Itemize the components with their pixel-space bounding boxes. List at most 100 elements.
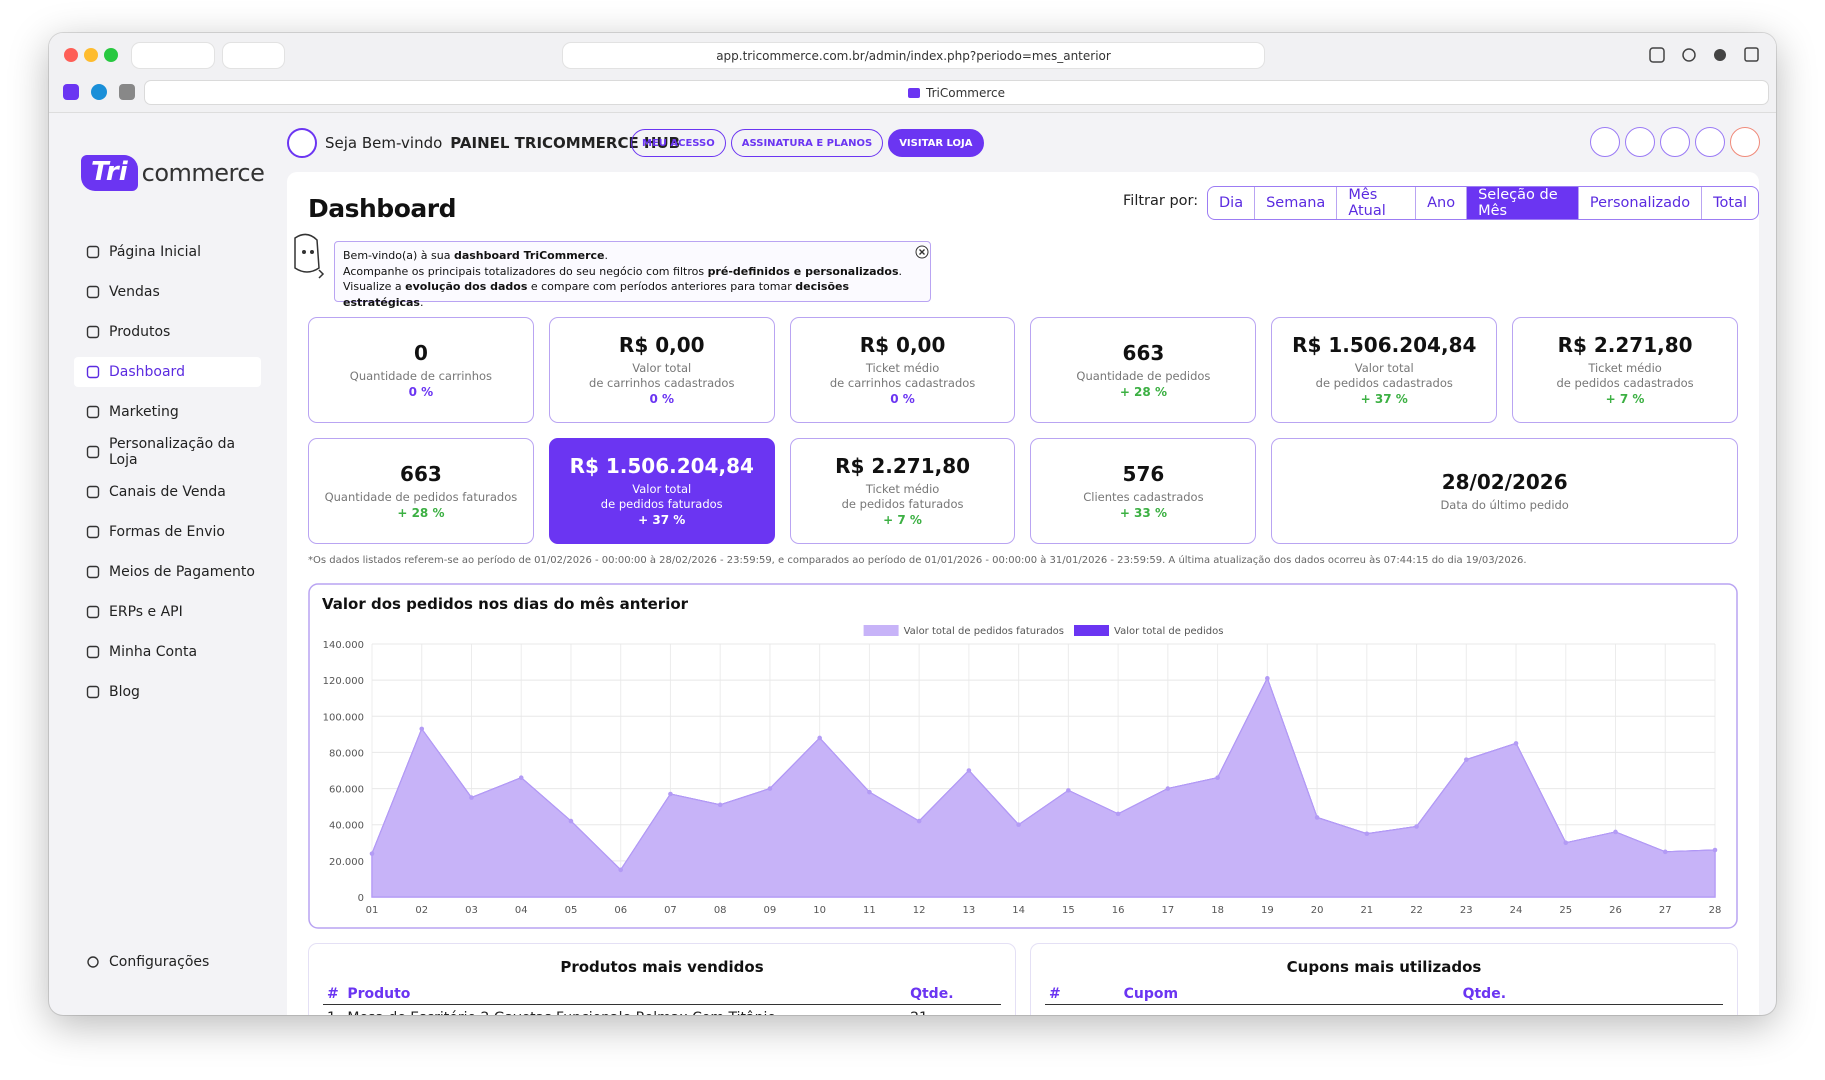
toolbar-icons — [1649, 47, 1759, 63]
pinned-tab[interactable] — [119, 84, 135, 100]
filter-button[interactable]: Mês Atual — [1337, 187, 1417, 219]
settings-link[interactable]: Configurações — [86, 954, 209, 970]
point — [1016, 822, 1021, 828]
point — [518, 775, 524, 781]
close-button[interactable] — [64, 48, 78, 62]
icon — [86, 565, 100, 579]
table-card: Produtos mais vendidos#ProdutoQtde.1Mesa… — [308, 943, 1016, 1015]
menu-label: Minha Conta — [109, 644, 198, 660]
browser-chrome: app.tricommerce.com.br/admin/index.php?p… — [49, 33, 1776, 113]
menu-item[interactable]: Vendas — [74, 272, 261, 312]
kpi-card: R$ 2.271,80 Ticket médio de pedidos cadast… — [1512, 317, 1738, 423]
point — [1662, 849, 1668, 855]
pinned-tab[interactable] — [63, 84, 79, 100]
menu-label: Blog — [109, 684, 140, 700]
x-tick-label: 04 — [515, 905, 528, 916]
table-header: # Cupom Qtde. — [1045, 984, 1723, 1005]
kpi-change: + 28 % — [1119, 384, 1167, 399]
header-button[interactable]: VISITAR LOJA — [888, 129, 984, 157]
menu-item[interactable]: Meios de Pagamento — [74, 552, 261, 592]
cart-button[interactable] — [1660, 127, 1690, 157]
sidebar-toggle[interactable] — [131, 42, 215, 69]
tabs-icon[interactable] — [1744, 47, 1759, 62]
home-button[interactable] — [1590, 127, 1620, 157]
kpi-label: de carrinhos cadastrados — [829, 376, 976, 390]
kpi-card: 663 Quantidade de pedidos faturados + 28 % — [308, 438, 534, 544]
menu-item[interactable]: Dashboard — [74, 357, 261, 387]
point — [469, 795, 474, 800]
menu-label: Dashboard — [109, 364, 185, 380]
icon — [86, 285, 100, 299]
logo[interactable]: Tri commerce — [81, 155, 265, 191]
notice-line: Visualize a evolução dos dados e compare… — [343, 279, 922, 310]
kpi-card: 663 Quantidade de pedidos + 28 % — [1030, 317, 1257, 423]
settings-icon[interactable] — [1682, 48, 1696, 62]
notice-text: evolução dos dados — [405, 280, 528, 293]
filter-button[interactable]: Seleção de Mês — [1467, 187, 1579, 219]
icon-shape — [86, 645, 100, 659]
zoom-button[interactable] — [104, 48, 118, 62]
notice-close[interactable] — [915, 245, 929, 259]
filter-button[interactable]: Total — [1713, 195, 1747, 211]
icon — [86, 645, 100, 659]
kpi-label: Valor total — [1354, 361, 1414, 375]
kpi-value: 576 — [1122, 461, 1165, 486]
menu-item[interactable]: ERPs e API — [74, 592, 261, 632]
point — [668, 791, 673, 797]
legend-swatch — [863, 625, 899, 636]
nav-buttons[interactable] — [222, 42, 285, 69]
logout-button[interactable] — [1730, 127, 1760, 157]
url-text: app.tricommerce.com.br/admin/index.php?p… — [716, 48, 1111, 63]
x-tick-label: 28 — [1709, 905, 1722, 916]
table-card: Cupons mais utilizados # Cupom Qtde. — [1030, 943, 1738, 1015]
point — [1165, 786, 1171, 791]
x-tick-label: 27 — [1659, 905, 1672, 916]
kpi-label: Ticket médio — [1588, 361, 1662, 375]
table-cell: 1 — [323, 1005, 343, 1015]
header-button[interactable]: MEU ACESSO — [631, 129, 726, 157]
pinned-tab[interactable] — [91, 84, 107, 100]
menu-item[interactable]: Canais de Venda — [74, 472, 261, 512]
filter-button[interactable]: Dia — [1208, 187, 1256, 219]
kpi-label: de pedidos cadastrados — [1315, 376, 1453, 390]
legend-label: Valor total de pedidos — [1114, 626, 1223, 637]
menu-item[interactable]: Blog — [74, 672, 261, 712]
notice-text: Visualize a — [343, 280, 406, 293]
notice-text: . — [898, 264, 903, 278]
tab[interactable]: TriCommerce — [144, 80, 1769, 105]
icon — [86, 325, 100, 339]
privacy-icon[interactable] — [1714, 49, 1726, 61]
header-button[interactable]: ASSINATURA E PLANOS — [730, 129, 884, 157]
notice-text: dashboard TriCommerce — [453, 249, 605, 262]
menu-label: Formas de Envio — [109, 524, 225, 540]
y-tick-label: 120.000 — [323, 676, 364, 687]
filter-button[interactable]: Ano — [1416, 187, 1468, 219]
kpi-value: 663 — [400, 461, 442, 486]
address-bar[interactable]: app.tricommerce.com.br/admin/index.php?p… — [562, 42, 1265, 69]
menu-item[interactable]: Formas de Envio — [74, 512, 261, 552]
menu-label: Página Inicial — [109, 244, 202, 260]
share-icon[interactable] — [1649, 47, 1665, 63]
menu-label: Canais de Venda — [109, 484, 226, 500]
store-button[interactable] — [1625, 127, 1655, 157]
menu-item[interactable]: Personalização da Loja — [74, 432, 261, 472]
filter-button[interactable]: Personalizado — [1579, 187, 1703, 219]
menu-item[interactable]: Página Inicial — [74, 232, 261, 272]
point — [1364, 831, 1370, 837]
menu-item[interactable]: Produtos — [74, 312, 261, 352]
kpi-card: 576 Clientes cadastrados + 33 % — [1030, 438, 1257, 544]
menu-item[interactable]: Marketing — [74, 392, 261, 432]
filter-button[interactable]: Semana — [1255, 187, 1338, 219]
kpi-card: R$ 0,00 Ticket médio de carrinhos cadastra… — [789, 317, 1016, 423]
minimize-button[interactable] — [84, 48, 98, 62]
notice-text: decisões estratégicas — [343, 280, 850, 309]
y-tick-label: 80.000 — [329, 748, 364, 759]
x-tick-label: 03 — [465, 905, 478, 916]
kpi-label: Quantidade de pedidos faturados — [324, 489, 518, 504]
menu-item[interactable]: Minha Conta — [74, 632, 261, 672]
notifications-button[interactable] — [1695, 127, 1725, 157]
kpi-card: 0 Quantidade de carrinhos 0 % — [308, 317, 534, 423]
avatar[interactable] — [287, 128, 317, 158]
logo-text: commerce — [141, 159, 265, 187]
